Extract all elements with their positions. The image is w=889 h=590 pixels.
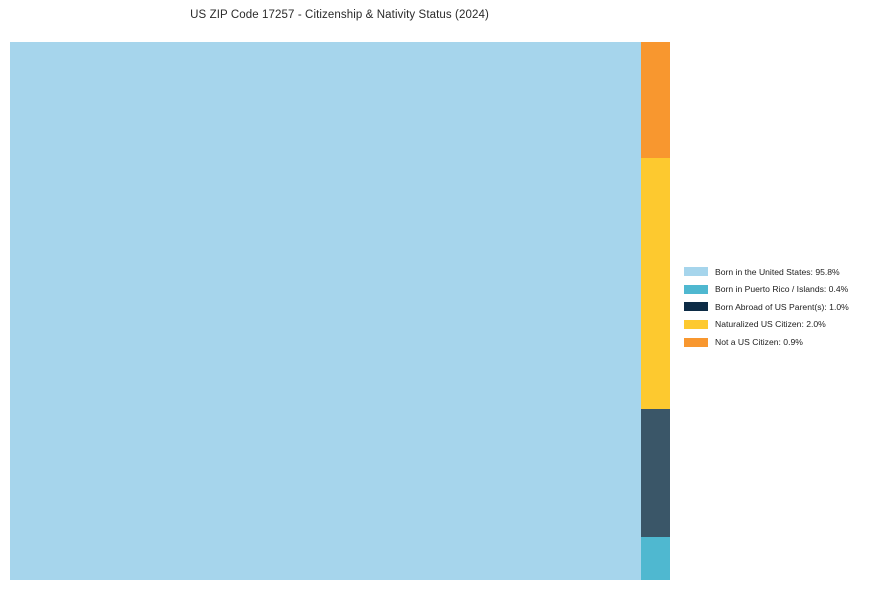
treemap-tile[interactable]: Born in Puerto Rico / Islands xyxy=(640,537,670,580)
treemap-plot-area: Born in the United StatesNot a US Citize… xyxy=(10,42,670,580)
legend-item[interactable]: Born in the United States: 95.8% xyxy=(684,263,884,281)
legend-item[interactable]: Naturalized US Citizen: 2.0% xyxy=(684,316,884,334)
legend-item-label: Not a US Citizen: 0.9% xyxy=(715,336,803,347)
chart-legend: Born in the United States: 95.8% Born in … xyxy=(684,263,884,351)
treemap-tile[interactable]: Naturalized US Citizen xyxy=(640,158,670,409)
legend-item[interactable]: Born Abroad of US Parent(s): 1.0% xyxy=(684,298,884,316)
legend-item-label: Born in the United States: 95.8% xyxy=(715,266,840,277)
legend-item-label: Born in Puerto Rico / Islands: 0.4% xyxy=(715,284,849,295)
legend-item-label: Born Abroad of US Parent(s): 1.0% xyxy=(715,301,849,312)
chart-title: US ZIP Code 17257 - Citizenship & Nativi… xyxy=(190,9,489,21)
legend-swatch-icon xyxy=(684,302,708,312)
legend-item[interactable]: Born in Puerto Rico / Islands: 0.4% xyxy=(684,281,884,299)
treemap-tile[interactable]: Born Abroad of US Parent(s) xyxy=(640,408,670,538)
legend-swatch-icon xyxy=(684,284,708,294)
legend-swatch-icon xyxy=(684,320,708,330)
legend-item[interactable]: Not a US Citizen: 0.9% xyxy=(684,333,884,351)
legend-swatch-icon xyxy=(684,337,708,347)
legend-swatch-icon xyxy=(684,267,708,277)
treemap-tile[interactable]: Born in the United States xyxy=(10,42,641,580)
legend-item-label: Naturalized US Citizen: 2.0% xyxy=(715,319,826,330)
treemap-tile[interactable]: Not a US Citizen xyxy=(640,42,670,159)
